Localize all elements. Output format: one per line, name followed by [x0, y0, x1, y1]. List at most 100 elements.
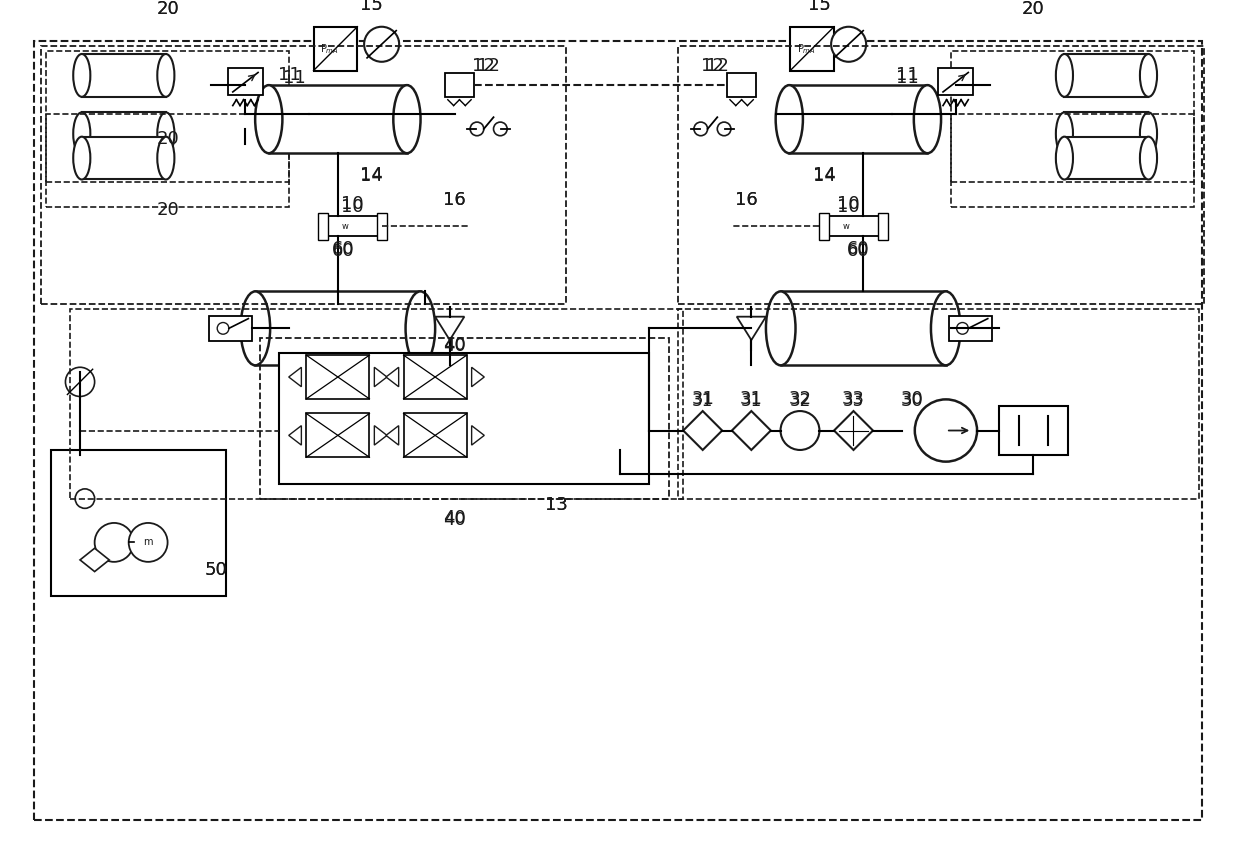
- Text: 60: 60: [847, 240, 869, 257]
- Ellipse shape: [393, 85, 420, 154]
- Text: 16: 16: [443, 191, 466, 209]
- Text: 40: 40: [443, 337, 466, 354]
- Text: 12: 12: [477, 57, 500, 74]
- Text: 40: 40: [443, 509, 466, 527]
- Text: 20: 20: [1022, 0, 1045, 19]
- Ellipse shape: [1056, 137, 1073, 180]
- Bar: [41, 46, 567, 304]
- Circle shape: [831, 27, 867, 62]
- Bar: [445, 73, 474, 97]
- Text: 16: 16: [735, 191, 758, 209]
- Text: 10: 10: [341, 195, 363, 213]
- Polygon shape: [386, 425, 399, 445]
- Ellipse shape: [914, 85, 941, 154]
- Bar: [951, 114, 1194, 207]
- Bar: [260, 338, 668, 499]
- Text: 20: 20: [156, 130, 179, 148]
- Text: P$_{mA}$: P$_{mA}$: [320, 42, 339, 56]
- Text: 30: 30: [900, 392, 924, 410]
- Bar: [314, 27, 357, 71]
- Ellipse shape: [73, 137, 91, 180]
- Ellipse shape: [1056, 54, 1073, 97]
- Ellipse shape: [157, 137, 175, 180]
- Text: 11: 11: [278, 67, 300, 84]
- Bar: [678, 309, 1199, 499]
- Bar: [878, 213, 888, 240]
- Text: 20: 20: [156, 201, 179, 219]
- Bar: [939, 68, 973, 95]
- Circle shape: [494, 122, 507, 136]
- Text: 10: 10: [837, 195, 861, 213]
- Circle shape: [94, 523, 134, 562]
- Text: 60: 60: [331, 241, 355, 259]
- Bar: [306, 355, 370, 399]
- Circle shape: [915, 399, 977, 462]
- Circle shape: [694, 122, 708, 136]
- Ellipse shape: [1140, 137, 1157, 180]
- Text: 60: 60: [847, 241, 869, 259]
- Circle shape: [956, 322, 968, 334]
- Circle shape: [780, 411, 820, 450]
- Text: 60: 60: [331, 240, 355, 257]
- Text: 31: 31: [692, 392, 713, 410]
- Bar: [790, 27, 835, 71]
- Bar: [999, 406, 1068, 455]
- Polygon shape: [435, 316, 464, 340]
- Text: 13: 13: [546, 496, 568, 515]
- Text: 10: 10: [837, 197, 861, 216]
- Bar: [279, 353, 650, 484]
- Bar: [255, 291, 420, 365]
- Bar: [46, 51, 289, 182]
- Polygon shape: [374, 425, 387, 445]
- Text: w: w: [341, 222, 348, 230]
- Bar: [790, 85, 928, 154]
- Text: 14: 14: [361, 165, 383, 184]
- Text: 20: 20: [1022, 0, 1045, 19]
- Bar: [951, 51, 1194, 182]
- Bar: [324, 216, 382, 236]
- Ellipse shape: [1056, 112, 1073, 155]
- Ellipse shape: [931, 291, 961, 365]
- Circle shape: [129, 523, 167, 562]
- Text: 32: 32: [790, 392, 811, 410]
- Ellipse shape: [776, 85, 804, 154]
- Bar: [727, 73, 756, 97]
- Ellipse shape: [157, 112, 175, 155]
- Text: 15: 15: [361, 0, 383, 14]
- Text: 32: 32: [789, 391, 811, 408]
- Text: 16: 16: [735, 191, 758, 209]
- Bar: [377, 213, 387, 240]
- Text: 20: 20: [156, 0, 179, 19]
- Polygon shape: [386, 367, 399, 387]
- Text: 11: 11: [895, 67, 919, 84]
- Ellipse shape: [73, 54, 91, 97]
- Text: 15: 15: [808, 0, 831, 14]
- Polygon shape: [81, 549, 109, 571]
- Bar: [82, 54, 166, 97]
- Text: 16: 16: [443, 191, 466, 209]
- Bar: [210, 316, 252, 341]
- Text: 50: 50: [205, 560, 228, 579]
- Polygon shape: [289, 425, 301, 445]
- Bar: [678, 46, 1204, 304]
- Polygon shape: [737, 316, 766, 340]
- Circle shape: [470, 122, 484, 136]
- Polygon shape: [471, 425, 485, 445]
- Text: 11: 11: [895, 69, 919, 87]
- Polygon shape: [289, 367, 301, 387]
- Ellipse shape: [405, 291, 435, 365]
- Ellipse shape: [255, 85, 283, 154]
- Circle shape: [365, 27, 399, 62]
- Text: 33: 33: [843, 392, 864, 410]
- Text: P$_{mA}$: P$_{mA}$: [797, 42, 816, 56]
- Bar: [228, 68, 263, 95]
- Ellipse shape: [157, 54, 175, 97]
- Ellipse shape: [241, 291, 270, 365]
- Text: 14: 14: [813, 165, 836, 184]
- Text: 13: 13: [546, 496, 568, 515]
- Bar: [820, 213, 830, 240]
- Text: 12: 12: [472, 57, 495, 74]
- Text: 31: 31: [691, 391, 714, 408]
- Bar: [82, 112, 166, 155]
- Text: m: m: [144, 538, 153, 548]
